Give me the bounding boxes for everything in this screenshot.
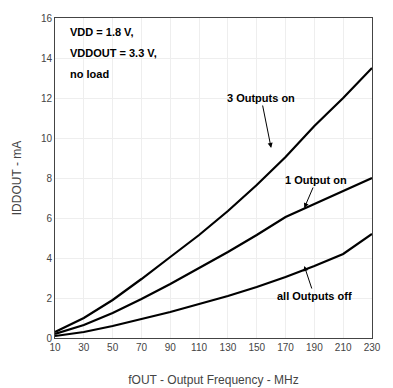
svg-text:6: 6 — [46, 213, 52, 224]
svg-text:fOUT - Output Frequency - MHz: fOUT - Output Frequency - MHz — [128, 373, 299, 387]
svg-text:0: 0 — [46, 333, 52, 344]
svg-text:16: 16 — [41, 13, 53, 24]
svg-text:14: 14 — [41, 53, 53, 64]
svg-text:3 Outputs on: 3 Outputs on — [227, 92, 295, 104]
svg-text:VDD = 1.8 V,: VDD = 1.8 V, — [70, 26, 134, 38]
svg-text:10: 10 — [49, 342, 61, 353]
svg-text:4: 4 — [46, 253, 52, 264]
svg-text:210: 210 — [335, 342, 352, 353]
svg-text:130: 130 — [220, 342, 237, 353]
svg-text:230: 230 — [364, 342, 381, 353]
svg-text:VDDOUT = 3.3 V,: VDDOUT = 3.3 V, — [70, 47, 157, 59]
svg-text:150: 150 — [248, 342, 265, 353]
svg-text:50: 50 — [107, 342, 119, 353]
svg-text:all Outputs off: all Outputs off — [277, 290, 352, 302]
svg-text:90: 90 — [165, 342, 177, 353]
svg-text:8: 8 — [46, 173, 52, 184]
svg-text:70: 70 — [136, 342, 148, 353]
svg-text:12: 12 — [41, 93, 53, 104]
svg-text:190: 190 — [306, 342, 323, 353]
svg-text:1 Output on: 1 Output on — [285, 174, 347, 186]
svg-text:170: 170 — [277, 342, 294, 353]
svg-text:IDDOUT - mA: IDDOUT - mA — [10, 141, 24, 215]
svg-text:no load: no load — [70, 68, 109, 80]
svg-text:30: 30 — [78, 342, 90, 353]
svg-text:10: 10 — [41, 133, 53, 144]
svg-text:2: 2 — [46, 293, 52, 304]
svg-text:110: 110 — [191, 342, 207, 353]
